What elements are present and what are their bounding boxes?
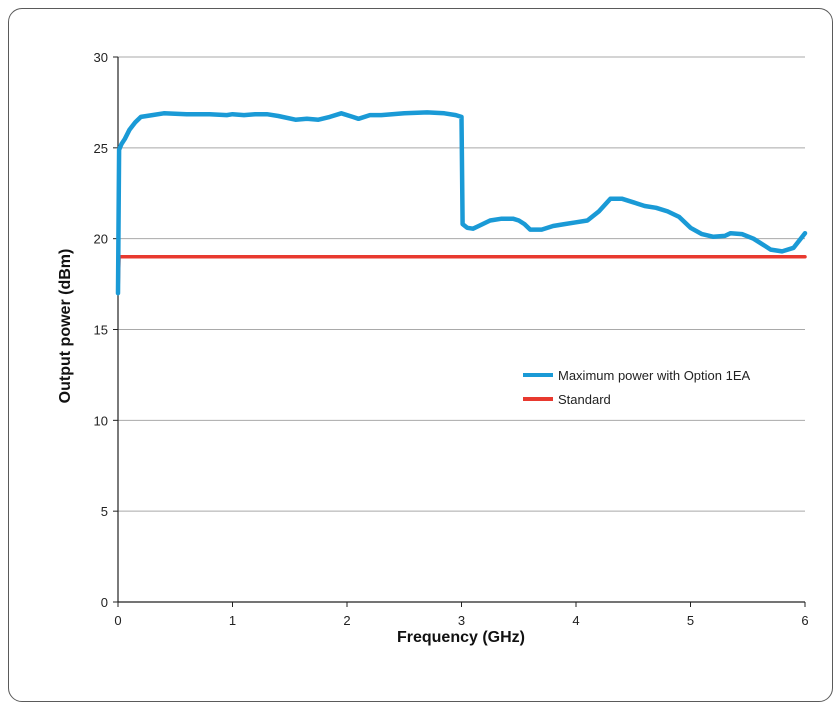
axes bbox=[113, 56, 806, 607]
y-tick-label-25: 25 bbox=[94, 141, 108, 156]
x-tick-label-0: 0 bbox=[114, 613, 121, 628]
y-tick-label-20: 20 bbox=[94, 232, 108, 247]
x-tick-label-6: 6 bbox=[801, 613, 808, 628]
output-power-chart: 0 5 10 15 20 25 30 0 1 2 3 4 5 6 Frequency (GHz) Outp… bbox=[57, 50, 809, 646]
chart-frame: 0 5 10 15 20 25 30 0 1 2 3 4 5 6 Frequency (GHz) Outp… bbox=[8, 8, 833, 702]
y-tick-label-5: 5 bbox=[101, 504, 108, 519]
tick-labels: 0 5 10 15 20 25 30 0 1 2 3 4 5 6 bbox=[94, 50, 809, 628]
y-tick-label-15: 15 bbox=[94, 323, 108, 338]
x-tick-label-1: 1 bbox=[229, 613, 236, 628]
x-axis-title: Frequency (GHz) bbox=[397, 629, 525, 646]
y-axis-title: Output power (dBm) bbox=[57, 249, 74, 404]
series-line-standard bbox=[116, 255, 807, 295]
series-line-maximum-power-with-option-1ea bbox=[115, 110, 808, 296]
legend: Maximum power with Option 1EA Standard bbox=[523, 368, 751, 407]
legend-label-standard: Standard bbox=[558, 392, 611, 407]
x-tick-label-2: 2 bbox=[343, 613, 350, 628]
x-tick-label-4: 4 bbox=[572, 613, 579, 628]
series-lines bbox=[115, 110, 808, 296]
x-tick-label-3: 3 bbox=[458, 613, 465, 628]
y-tick-label-10: 10 bbox=[94, 413, 108, 428]
y-tick-label-30: 30 bbox=[94, 50, 108, 65]
y-tick-label-0: 0 bbox=[101, 595, 108, 610]
legend-label-maximum-power: Maximum power with Option 1EA bbox=[558, 368, 751, 383]
x-tick-label-5: 5 bbox=[687, 613, 694, 628]
